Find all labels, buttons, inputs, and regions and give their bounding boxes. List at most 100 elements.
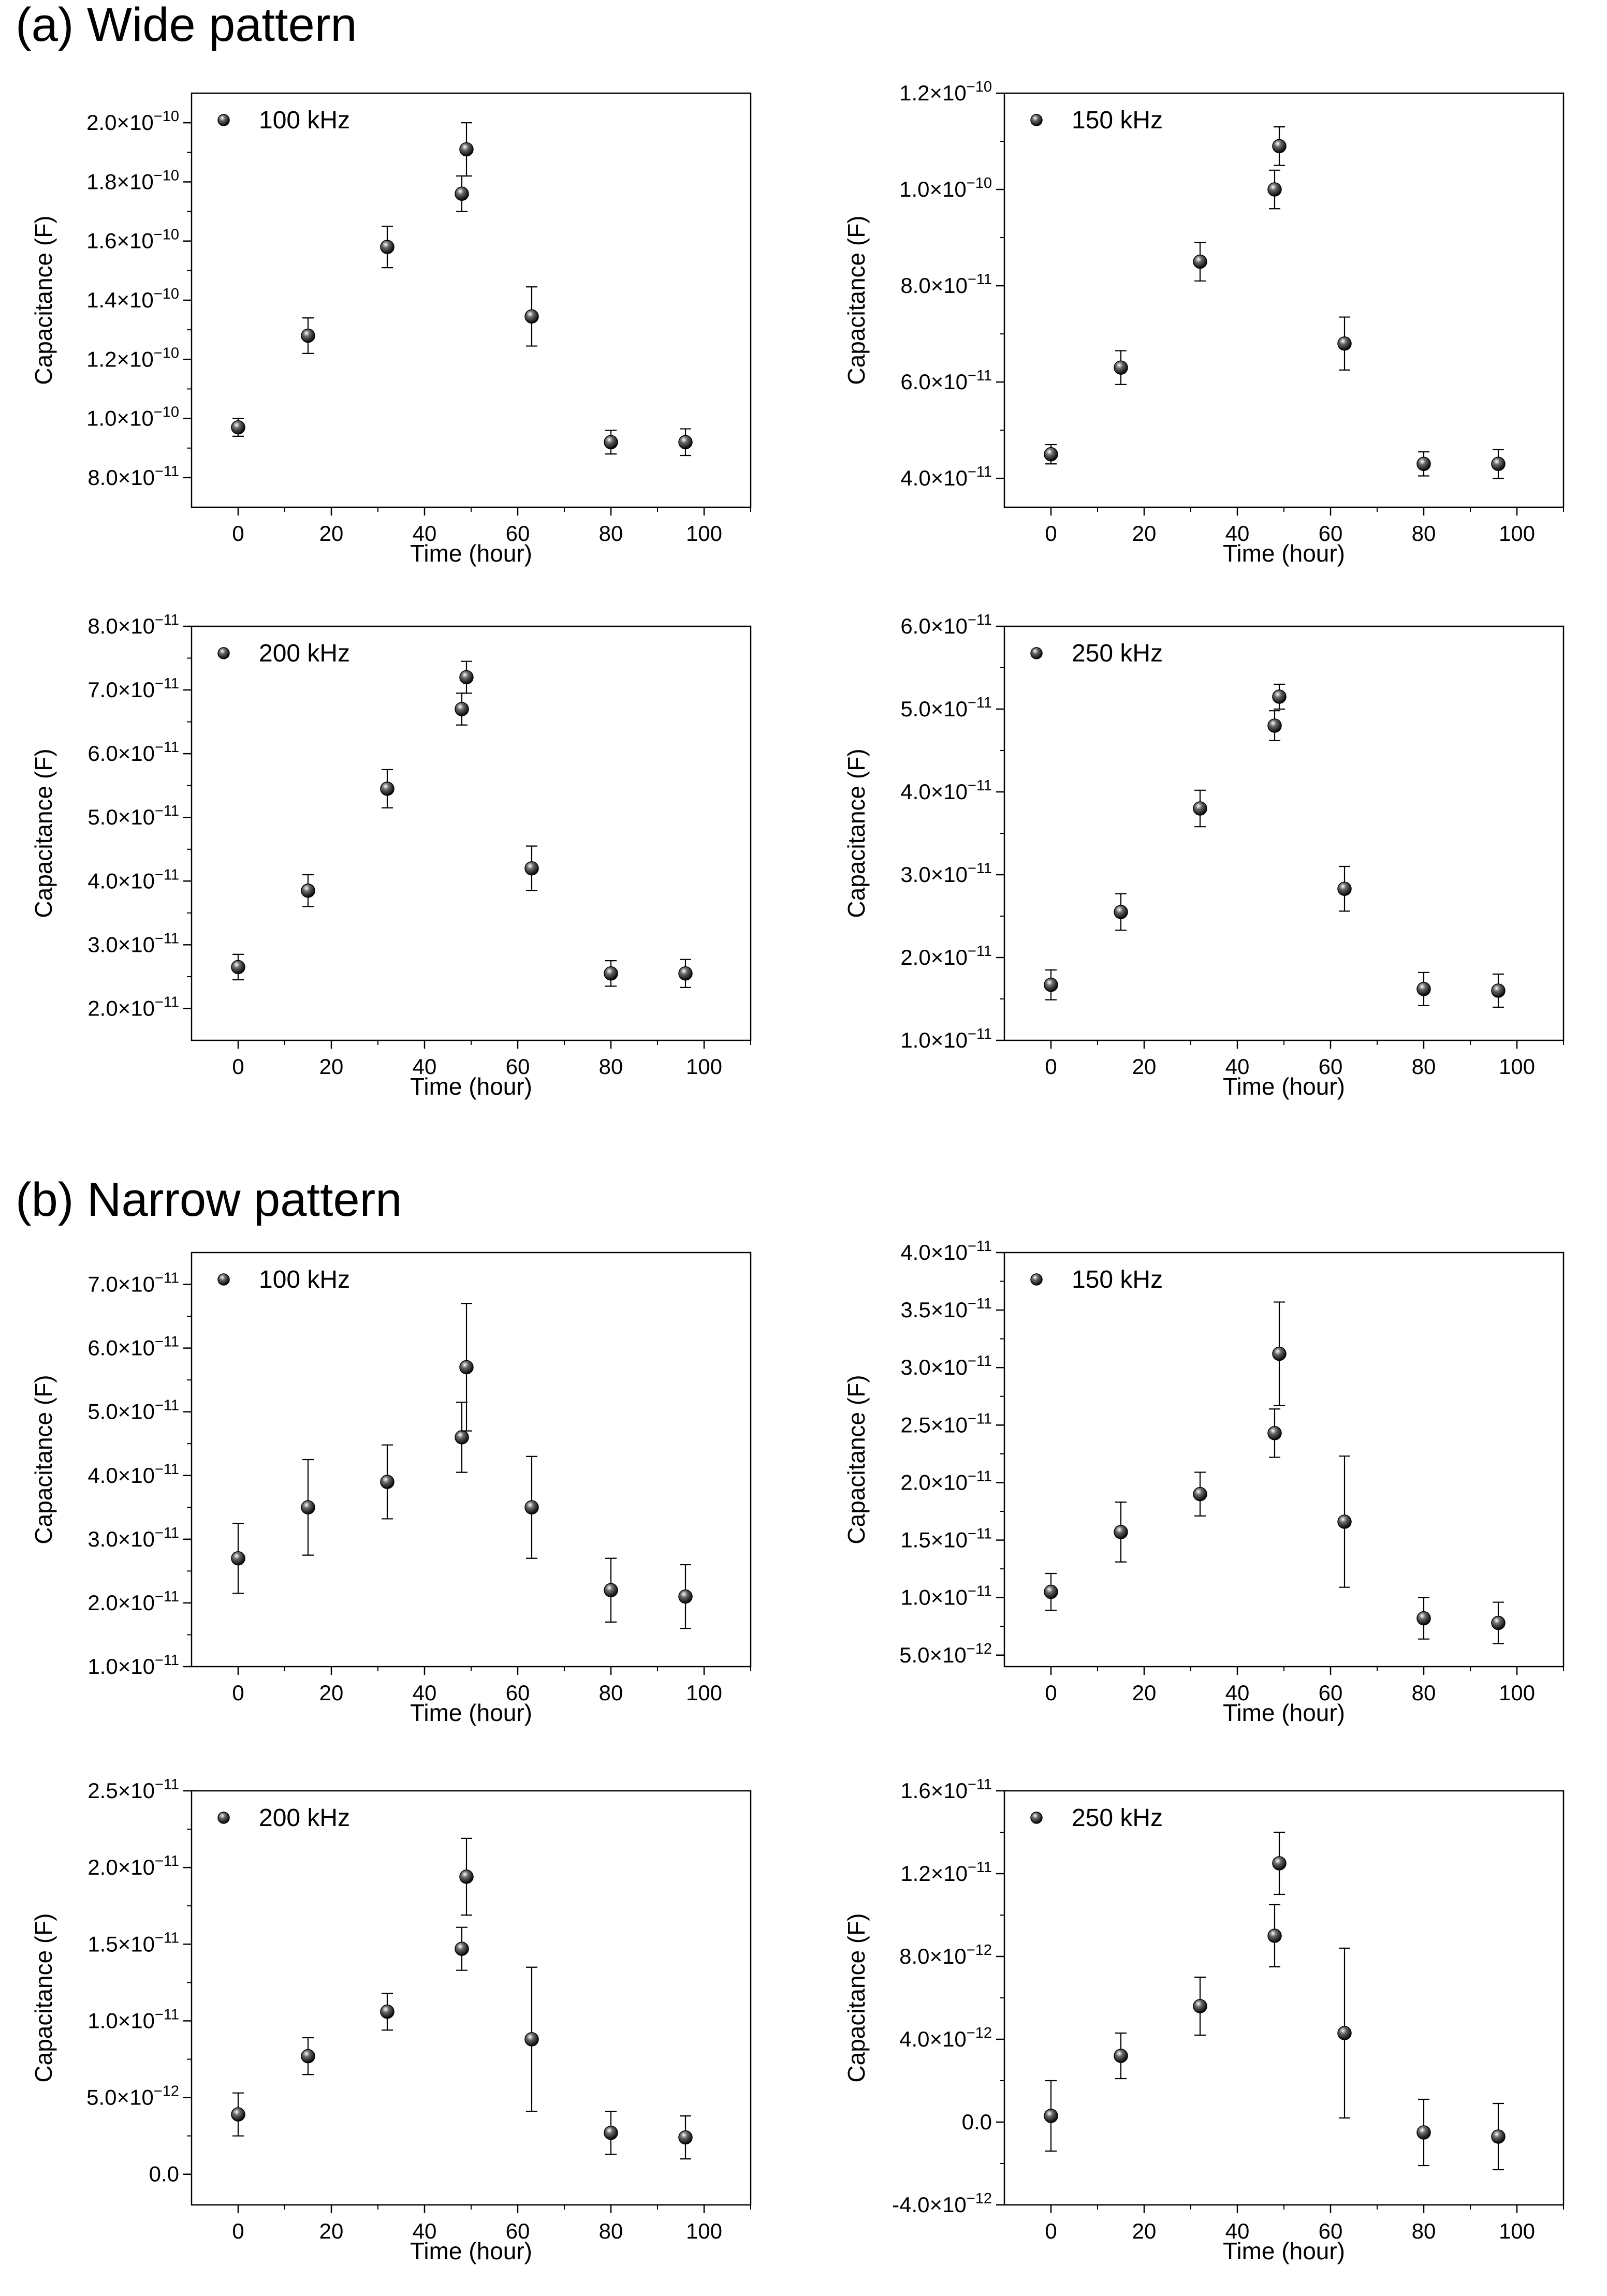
x-tick-label: 60 (1319, 1054, 1343, 1079)
data-point (455, 1430, 469, 1445)
plot-frame (191, 625, 752, 1041)
y-tick-label: -4.0×10−12 (892, 2190, 992, 2217)
chart-svg: 0 20 40 60 80 100 1.0×10−11 2.0×10−11 3.0×10−11 4… (30, 1252, 752, 1726)
data-point (1272, 689, 1287, 704)
y-tick-label: 5.0×10−12 (86, 2083, 179, 2110)
data-point (1193, 1486, 1207, 1502)
y-tick-label: 3.0×10−11 (87, 930, 179, 956)
data-point (455, 1941, 469, 1956)
x-tick-label: 40 (1225, 2219, 1250, 2243)
data-point (1267, 718, 1282, 733)
data-point (1193, 801, 1207, 816)
plot-frame (1003, 625, 1565, 1041)
y-tick-label: 1.0×10−11 (900, 1583, 992, 1610)
y-tick-label: 8.0×10−11 (87, 463, 179, 490)
x-tick-label: 100 (686, 521, 722, 546)
data-point (1267, 1929, 1282, 1943)
y-tick-label: 1.0×10−11 (87, 1652, 179, 1679)
y-tick-label: 5.0×10−11 (87, 1397, 179, 1424)
x-tick-label: 0 (232, 2219, 244, 2243)
y-axis-title: Capacitance (F) (30, 1913, 57, 2082)
legend-label: 200 kHz (259, 640, 350, 667)
x-tick-label: 40 (1225, 1681, 1250, 1705)
legend-marker (217, 647, 230, 659)
data-point (678, 435, 693, 450)
legend-marker (1030, 114, 1043, 126)
plot-frame (1003, 1790, 1565, 2206)
data-point (1044, 447, 1058, 462)
legend-label: 100 kHz (259, 1266, 350, 1293)
x-tick-label: 80 (599, 2219, 623, 2243)
y-tick-label: 1.6×10−10 (86, 227, 179, 253)
legend-label: 100 kHz (259, 107, 350, 134)
chart-svg: 0 20 40 60 80 100 8.0×10−11 1.0×10−10 1.2×10−10 1… (30, 92, 752, 567)
chart-wide-150khz: 0 20 40 60 80 100 4.0×10−11 6.0×10−11 8.0×10−11 1… (813, 78, 1579, 585)
y-tick-label: 1.2×10−10 (86, 345, 179, 371)
data-point (1337, 881, 1352, 896)
y-tick-label: 4.0×10−11 (900, 464, 992, 490)
x-tick-label: 60 (506, 521, 530, 546)
data-point (301, 1500, 315, 1515)
data-point (604, 1583, 618, 1598)
y-tick-label: 3.5×10−11 (900, 1296, 992, 1322)
y-axis-title: Capacitance (F) (843, 748, 870, 918)
x-axis-title: Time (hour) (410, 2238, 532, 2264)
y-tick-label: 4.0×10−11 (900, 1238, 992, 1264)
legend-marker (1030, 1273, 1043, 1286)
x-tick-label: 80 (599, 1681, 623, 1705)
x-tick-label: 60 (506, 2219, 530, 2243)
data-point (301, 884, 315, 898)
chart-wide-200khz: 0 20 40 60 80 100 2.0×10−11 3.0×10−11 4.0×10−11 5… (0, 611, 766, 1118)
y-tick-label: 2.5×10−11 (900, 1410, 992, 1437)
chart-wide-250khz: 0 20 40 60 80 100 1.0×10−11 2.0×10−11 3.0×10−11 4… (813, 611, 1579, 1118)
y-tick-label: 8.0×10−12 (899, 1942, 992, 1968)
data-point (604, 435, 618, 450)
plot-frame (191, 1790, 752, 2206)
x-tick-label: 40 (1225, 1054, 1250, 1079)
data-point (459, 1360, 474, 1375)
y-tick-label: 0.0 (149, 2162, 179, 2186)
x-tick-label: 20 (319, 521, 344, 546)
x-tick-label: 20 (319, 1681, 344, 1705)
y-tick-label: 3.0×10−11 (87, 1525, 179, 1551)
data-point (455, 702, 469, 716)
x-tick-label: 0 (1045, 1054, 1057, 1079)
data-point (1114, 1525, 1128, 1539)
data-point (459, 1870, 474, 1884)
data-point (231, 960, 245, 975)
chart-narrow-100khz: 0 20 40 60 80 100 1.0×10−11 2.0×10−11 3.0×10−11 4… (0, 1237, 766, 1744)
y-axis-title: Capacitance (F) (30, 215, 57, 385)
y-tick-label: 2.0×10−11 (900, 1468, 992, 1494)
data-point (1491, 1615, 1506, 1630)
x-tick-label: 100 (686, 1681, 722, 1705)
data-point (1491, 457, 1506, 472)
legend-marker (217, 1273, 230, 1286)
chart-wide-100khz: 0 20 40 60 80 100 8.0×10−11 1.0×10−10 1.2×10−10 1… (0, 78, 766, 585)
y-tick-label: 3.0×10−11 (900, 860, 992, 887)
y-tick-label: 1.6×10−11 (900, 1776, 992, 1803)
section-title-narrow: (b) Narrow pattern (16, 1173, 402, 1226)
data-point (1272, 1346, 1287, 1361)
data-point (1044, 978, 1058, 992)
data-point (524, 2032, 539, 2047)
y-tick-label: 6.0×10−11 (900, 367, 992, 394)
y-tick-label: 7.0×10−11 (87, 675, 179, 702)
data-point (1416, 1611, 1431, 1626)
chart-svg: 0 20 40 60 80 100 1.0×10−11 2.0×10−11 3.0×10−11 4… (843, 612, 1565, 1100)
data-point (231, 2107, 245, 2122)
x-tick-label: 60 (506, 1054, 530, 1079)
x-tick-label: 0 (232, 1681, 244, 1705)
y-tick-label: 8.0×10−11 (900, 271, 992, 298)
y-axis-title: Capacitance (F) (30, 1375, 57, 1544)
plot-frame (1003, 92, 1565, 508)
data-point (1491, 2129, 1506, 2144)
legend-label: 150 kHz (1072, 107, 1163, 134)
data-point (380, 2004, 395, 2019)
data-point (1491, 983, 1506, 998)
x-axis-title: Time (hour) (1223, 1073, 1345, 1100)
y-tick-label: 1.0×10−10 (86, 404, 179, 431)
chart-svg: 0 20 40 60 80 100 0.0 5.0×10−12 1.0×10−11 1.5×10−… (30, 1776, 752, 2264)
x-tick-label: 60 (1319, 1681, 1343, 1705)
x-tick-label: 0 (1045, 1681, 1057, 1705)
chart-narrow-200khz: 0 20 40 60 80 100 0.0 5.0×10−12 1.0×10−11 1.5×10−… (0, 1775, 766, 2283)
